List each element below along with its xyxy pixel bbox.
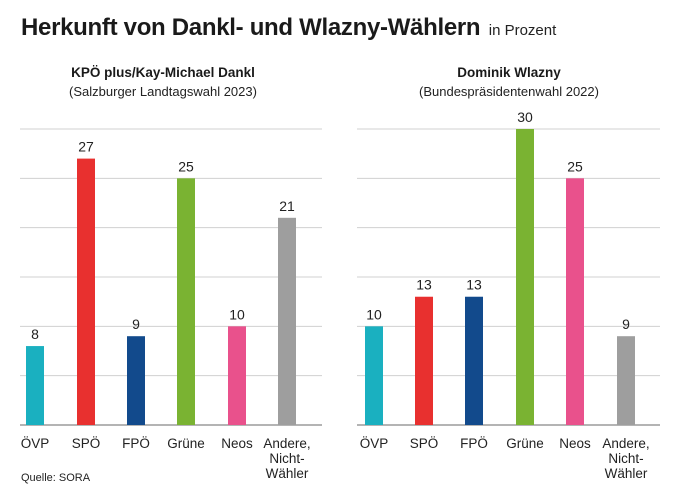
- category-label-line: Andere,: [263, 436, 310, 451]
- category-label: SPÖ: [410, 436, 439, 451]
- value-label: 8: [31, 326, 39, 342]
- category-label-line: Wähler: [266, 466, 309, 481]
- panel-subtitle-1: (Salzburger Landtagswahl 2023): [69, 84, 257, 99]
- category-label-line: Wähler: [605, 466, 648, 481]
- value-label: 9: [132, 316, 140, 332]
- category-label-line: Nicht-: [269, 451, 304, 466]
- value-label: 25: [567, 158, 583, 174]
- bar-spö: [77, 158, 95, 425]
- value-label: 10: [229, 306, 245, 322]
- category-label: Neos: [221, 436, 253, 451]
- bar-andere: [617, 336, 635, 425]
- category-label: FPÖ: [122, 436, 150, 451]
- value-label: 21: [279, 198, 295, 214]
- panel-subtitle-2: (Bundespräsidentenwahl 2022): [419, 84, 599, 99]
- bar-övp: [365, 326, 383, 425]
- value-label: 27: [78, 139, 94, 155]
- value-label: 25: [178, 158, 194, 174]
- panel-title-1: KPÖ plus/Kay-Michael Dankl: [71, 65, 255, 80]
- bar-neos: [566, 178, 584, 425]
- category-label-line: ÖVP: [360, 436, 389, 451]
- category-label: Grüne: [167, 436, 205, 451]
- category-label: Neos: [559, 436, 591, 451]
- source-note: Quelle: SORA: [21, 472, 91, 484]
- bar-fpö: [465, 296, 483, 425]
- value-label: 9: [622, 316, 630, 332]
- category-label-line: Neos: [559, 436, 591, 451]
- bar-neos: [228, 326, 246, 425]
- bar-grüne: [516, 129, 534, 425]
- category-label-line: SPÖ: [410, 436, 439, 451]
- category-label-line: ÖVP: [21, 436, 50, 451]
- value-label: 30: [517, 109, 533, 125]
- bar-grüne: [177, 178, 195, 425]
- category-label-line: FPÖ: [122, 436, 150, 451]
- category-label-line: Nicht-: [608, 451, 643, 466]
- category-label: SPÖ: [72, 436, 101, 451]
- category-label-line: SPÖ: [72, 436, 101, 451]
- value-label: 10: [366, 306, 382, 322]
- value-label: 13: [416, 277, 432, 293]
- category-label: FPÖ: [460, 436, 488, 451]
- bar-spö: [415, 296, 433, 425]
- bar-andere: [278, 217, 296, 425]
- panel-title-2: Dominik Wlazny: [457, 65, 561, 80]
- category-label-line: Grüne: [167, 436, 205, 451]
- bar-fpö: [127, 336, 145, 425]
- category-label: ÖVP: [21, 436, 50, 451]
- category-label: Grüne: [506, 436, 544, 451]
- bar-övp: [26, 346, 44, 425]
- value-label: 13: [466, 277, 482, 293]
- category-label: Andere, Nicht-Wähler: [263, 436, 310, 481]
- category-label: Andere, Nicht-Wähler: [602, 436, 649, 481]
- category-label-line: Grüne: [506, 436, 544, 451]
- category-label-line: Neos: [221, 436, 253, 451]
- category-label: ÖVP: [360, 436, 389, 451]
- category-label-line: FPÖ: [460, 436, 488, 451]
- chart-title: Herkunft von Dankl- und Wlazny-Wählern: [21, 14, 481, 41]
- chart-title-block: Herkunft von Dankl- und Wlazny-Wählern i…: [21, 14, 556, 42]
- category-label-line: Andere,: [602, 436, 649, 451]
- unit-label: in Prozent: [488, 22, 557, 39]
